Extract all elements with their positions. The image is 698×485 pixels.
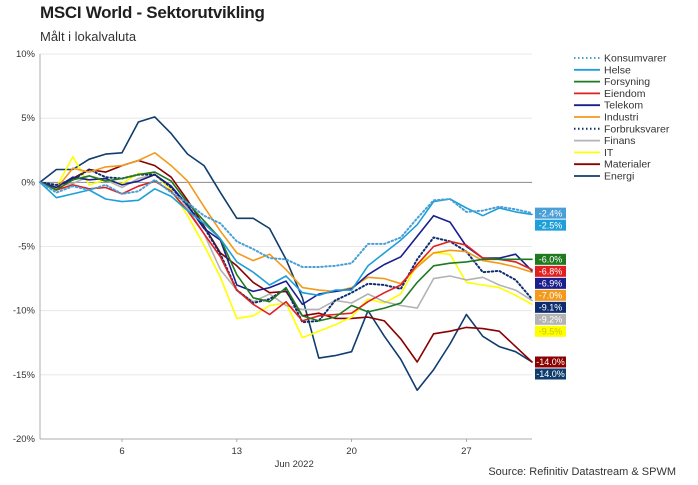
legend-label-industri: Industri: [604, 112, 638, 124]
legend-label-it: IT: [604, 147, 614, 159]
end-label-box-it: [535, 325, 566, 337]
end-label-box-forbruksvarer: [535, 301, 566, 313]
end-label-box-industri: [535, 289, 566, 301]
end-label-box-telekom: [535, 277, 566, 289]
y-tick-label: -10%: [13, 306, 36, 317]
series-line-energi: [39, 116, 533, 392]
series-line-it: [39, 155, 533, 339]
end-label-forsyning: -6.0%: [539, 255, 563, 265]
end-value-labels: -2.4% -2.5% -6.0% -6.8% -6.9% -7.0% -9.1% -9.2%…: [535, 207, 566, 380]
x-month-label: Jun 2022: [275, 459, 314, 470]
end-label-box-finans: [535, 313, 566, 325]
legend-label-konsumvarer: Konsumvarer: [604, 53, 667, 65]
end-label-forbruksvarer: -9.1%: [539, 303, 563, 313]
end-label-finans: -9.2%: [539, 315, 563, 325]
end-label-telekom: -6.9%: [539, 279, 563, 289]
legend-label-eiendom: Eiendom: [604, 88, 646, 100]
series-line-konsumvarer: [39, 178, 533, 268]
y-tick-label: 0%: [21, 177, 35, 188]
legend: KonsumvarerHelseForsyningEiendomTelekomI…: [574, 53, 670, 183]
end-label-konsumvarer: -2.4%: [539, 208, 563, 218]
axes: 10% 5% 0% -5% -10% -15% -20% 6 13 20 27 Jun 2022: [13, 49, 532, 470]
series-line-forsyning: [39, 171, 533, 322]
x-tick-label: 13: [232, 446, 243, 457]
series-line-forbruksvarer: [39, 168, 533, 324]
x-tick-label: 27: [461, 446, 472, 457]
legend-label-materialer: Materialer: [604, 159, 651, 171]
end-label-box-helse: [535, 219, 566, 231]
end-label-box-materialer: [535, 356, 566, 368]
end-label-eiendom: -6.8%: [539, 267, 563, 277]
chart-subtitle: Målt i lokalvaluta: [40, 29, 137, 44]
series-line-telekom: [39, 173, 533, 306]
source-note: Source: Refinitiv Datastream & SPWM: [488, 466, 676, 478]
y-tick-label: 10%: [16, 49, 36, 60]
legend-label-helse: Helse: [604, 64, 631, 76]
end-label-box-energi: [535, 368, 566, 380]
legend-label-energi: Energi: [604, 171, 634, 183]
y-tick-label: 5%: [21, 113, 35, 124]
end-label-it: -9.5%: [539, 327, 563, 337]
end-label-box-eiendom: [535, 265, 566, 277]
series-line-finans: [39, 173, 533, 311]
series-line-industri: [39, 152, 533, 293]
end-label-box-forsyning: [535, 253, 566, 265]
x-tick-label: 6: [119, 446, 124, 457]
end-label-energi: -14.0%: [536, 369, 565, 379]
y-tick-label: -20%: [13, 434, 36, 445]
x-tick-label: 20: [346, 446, 357, 457]
legend-label-finans: Finans: [604, 135, 636, 147]
legend-label-forbruksvarer: Forbruksvarer: [604, 123, 670, 135]
y-tick-label: -15%: [13, 370, 36, 381]
end-label-materialer: -14.0%: [536, 357, 565, 367]
legend-label-forsyning: Forsyning: [604, 76, 650, 88]
legend-label-telekom: Telekom: [604, 100, 643, 112]
chart-title: MSCI World - Sektorutvikling: [40, 3, 265, 22]
series-lines: [39, 116, 533, 392]
end-label-industri: -7.0%: [539, 291, 563, 301]
end-label-helse: -2.5%: [539, 220, 563, 230]
y-tick-label: -5%: [18, 242, 35, 253]
end-label-box-konsumvarer: [535, 207, 566, 219]
